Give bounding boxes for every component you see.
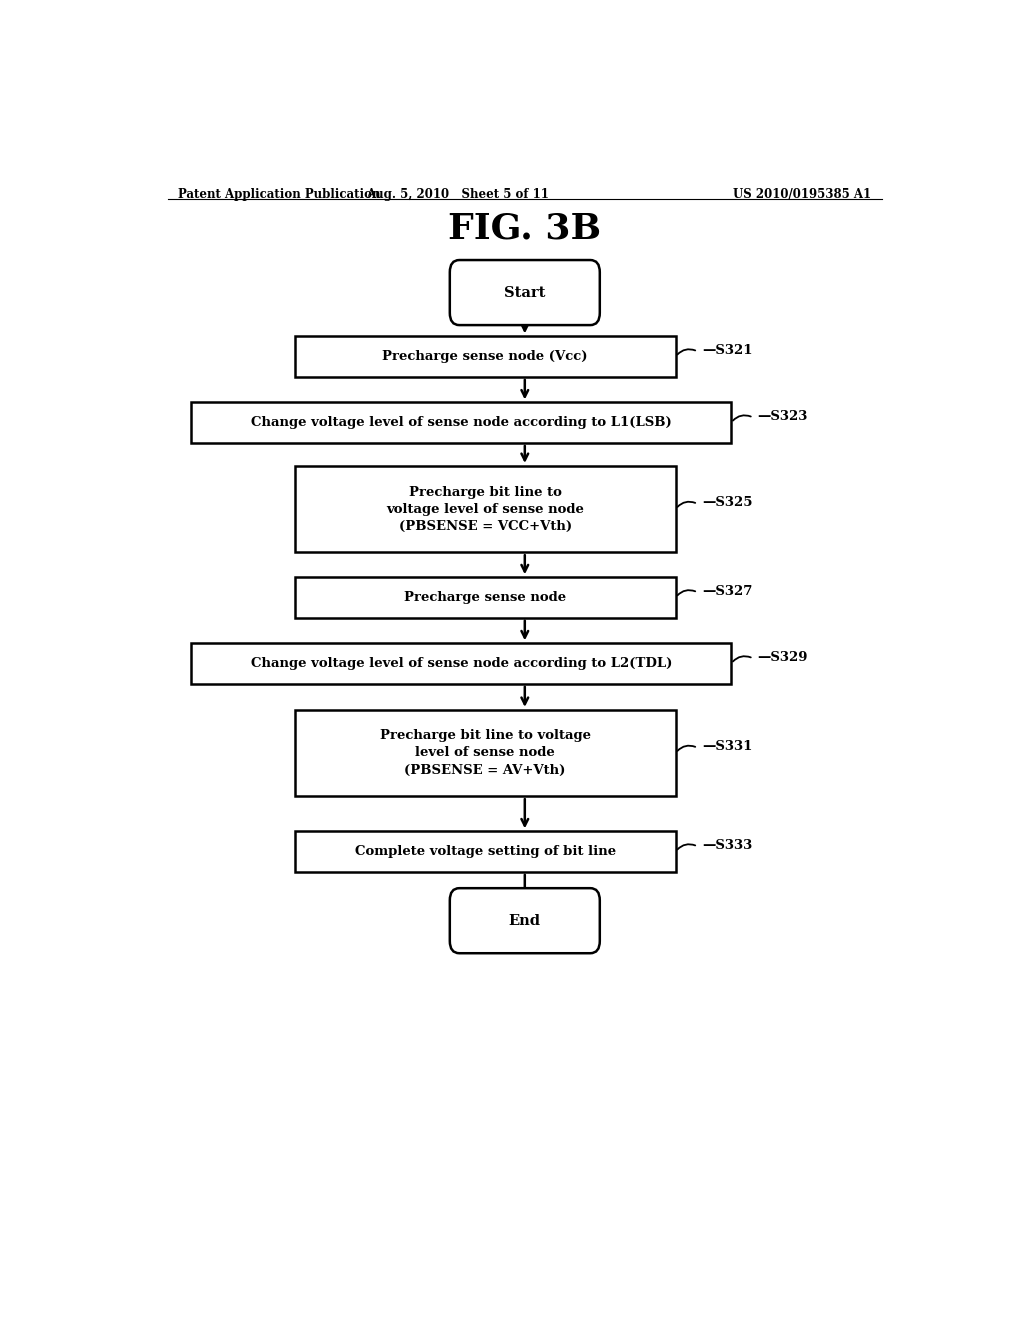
- Text: —S321: —S321: [701, 345, 753, 356]
- Text: —S331: —S331: [701, 741, 753, 754]
- FancyBboxPatch shape: [450, 260, 600, 325]
- FancyBboxPatch shape: [191, 403, 731, 444]
- Text: —S323: —S323: [758, 411, 808, 424]
- Text: FIG. 3B: FIG. 3B: [449, 211, 601, 246]
- FancyBboxPatch shape: [450, 888, 600, 953]
- FancyBboxPatch shape: [295, 337, 676, 378]
- Text: —S327: —S327: [701, 585, 753, 598]
- Text: —S333: —S333: [701, 840, 752, 851]
- Text: —S329: —S329: [758, 651, 808, 664]
- Text: End: End: [509, 913, 541, 928]
- FancyBboxPatch shape: [295, 710, 676, 796]
- Text: Precharge bit line to
voltage level of sense node
(PBSENSE = VCC+Vth): Precharge bit line to voltage level of s…: [386, 486, 584, 532]
- FancyBboxPatch shape: [295, 577, 676, 618]
- Text: Precharge bit line to voltage
level of sense node
(PBSENSE = AV+Vth): Precharge bit line to voltage level of s…: [380, 730, 591, 776]
- Text: Aug. 5, 2010   Sheet 5 of 11: Aug. 5, 2010 Sheet 5 of 11: [366, 187, 549, 201]
- Text: Precharge sense node (Vcc): Precharge sense node (Vcc): [382, 350, 588, 363]
- Text: Change voltage level of sense node according to L1(LSB): Change voltage level of sense node accor…: [251, 416, 672, 429]
- Text: Complete voltage setting of bit line: Complete voltage setting of bit line: [354, 845, 615, 858]
- Text: —S325: —S325: [701, 496, 753, 510]
- Text: Start: Start: [504, 285, 546, 300]
- FancyBboxPatch shape: [191, 643, 731, 684]
- FancyBboxPatch shape: [295, 832, 676, 873]
- Text: US 2010/0195385 A1: US 2010/0195385 A1: [733, 187, 871, 201]
- Text: Precharge sense node: Precharge sense node: [404, 591, 566, 605]
- Text: Change voltage level of sense node according to L2(TDL): Change voltage level of sense node accor…: [251, 657, 672, 671]
- FancyBboxPatch shape: [295, 466, 676, 552]
- Text: Patent Application Publication: Patent Application Publication: [178, 187, 381, 201]
